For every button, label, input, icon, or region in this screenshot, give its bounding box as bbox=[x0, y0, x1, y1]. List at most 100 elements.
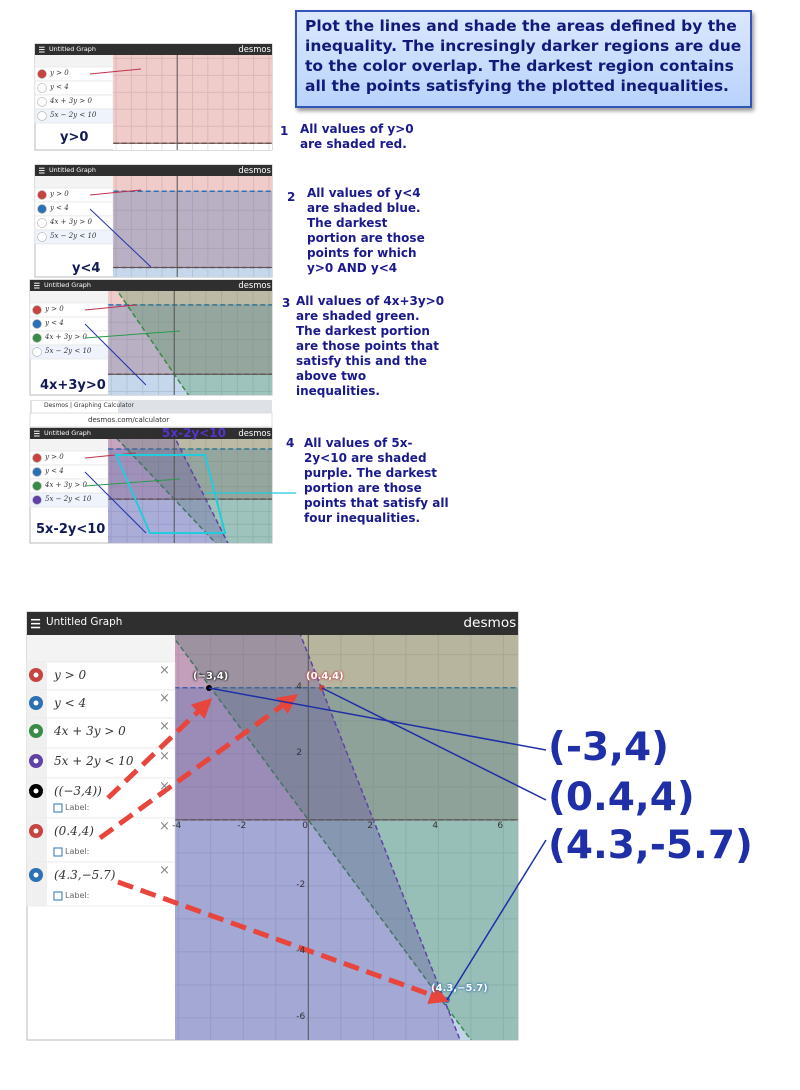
boundary-line bbox=[299, 635, 461, 1040]
step-number: 4 bbox=[286, 436, 295, 450]
app-brand: desmos bbox=[238, 280, 271, 291]
expression: 4x + 3y > 0 bbox=[50, 97, 92, 105]
app-title: Untitled Graph bbox=[46, 616, 123, 629]
step-number: 3 bbox=[282, 296, 291, 310]
row-tab bbox=[27, 778, 47, 818]
expression-row bbox=[34, 108, 114, 124]
shaded-region bbox=[175, 687, 518, 1040]
app-header bbox=[30, 280, 272, 291]
color-icon-center bbox=[33, 672, 39, 678]
annotation-arrow bbox=[84, 471, 147, 534]
boundary-line bbox=[116, 291, 190, 395]
color-icon bbox=[37, 97, 47, 107]
step-caption: 4x+3y>0 bbox=[40, 378, 106, 393]
expression-row bbox=[29, 344, 109, 360]
expression: 4x + 3y > 0 bbox=[45, 333, 87, 341]
x-tick-label: 0 bbox=[302, 820, 309, 831]
menu-icon bbox=[34, 285, 40, 287]
expression: 5x − 2y < 10 bbox=[50, 232, 97, 240]
shaded-region bbox=[113, 176, 272, 268]
expression: (0.4,4) bbox=[54, 824, 94, 838]
expression-row bbox=[34, 229, 114, 245]
color-icon bbox=[32, 305, 42, 315]
menu-icon bbox=[31, 626, 41, 629]
expression: y < 4 bbox=[50, 83, 69, 91]
menu-icon bbox=[34, 287, 40, 289]
expression: 5x − 2y < 10 bbox=[50, 111, 97, 119]
color-icon bbox=[32, 453, 42, 463]
expression: ((−3,4)) bbox=[54, 784, 102, 798]
expression-row bbox=[26, 689, 176, 719]
annotation-arrow bbox=[84, 452, 137, 459]
delete-icon: × bbox=[159, 663, 170, 678]
menu-icon bbox=[39, 46, 45, 48]
color-icon bbox=[32, 333, 42, 343]
annotation-arrow bbox=[84, 478, 181, 487]
graph-area bbox=[113, 176, 272, 277]
shaded-region bbox=[108, 304, 272, 395]
color-icon bbox=[37, 218, 47, 228]
graph-bg bbox=[175, 635, 518, 1040]
expression-row bbox=[29, 492, 109, 508]
menu-icon bbox=[39, 170, 45, 172]
expression: 5x + 2y < 10 bbox=[54, 754, 134, 768]
checkbox bbox=[53, 803, 63, 813]
graph-area bbox=[175, 635, 518, 1040]
point-label: (−3,4) bbox=[193, 671, 229, 682]
label-text: Label: bbox=[65, 891, 90, 900]
toolbar bbox=[30, 291, 108, 303]
delete-icon: × bbox=[159, 749, 170, 764]
menu-icon bbox=[39, 51, 45, 53]
app-title: Untitled Graph bbox=[49, 166, 96, 175]
expression: y < 4 bbox=[54, 696, 87, 710]
delete-icon: × bbox=[159, 779, 170, 794]
y-tick-label: -6 bbox=[296, 1011, 306, 1022]
menu-icon bbox=[31, 618, 41, 621]
x-tick-label: 6 bbox=[497, 820, 504, 831]
delete-icon: × bbox=[159, 819, 170, 834]
label-text: Label: bbox=[65, 803, 90, 812]
annotation-arrow bbox=[117, 879, 450, 1005]
step-text: All values of 5x-2y<10 are shaded purple… bbox=[304, 436, 449, 525]
checkbox bbox=[53, 847, 63, 857]
expression: (4.3,−5.7) bbox=[54, 868, 116, 882]
delete-icon: × bbox=[159, 719, 170, 734]
toolbar bbox=[35, 55, 113, 67]
step-text: All values of y>0 are shaded red. bbox=[300, 122, 414, 151]
expression: 4x + 3y > 0 bbox=[45, 481, 87, 489]
expression: y > 0 bbox=[50, 190, 69, 198]
callout: (0.4,4) bbox=[548, 775, 695, 820]
expression: 5x − 2y < 10 bbox=[45, 347, 92, 355]
boundary-line bbox=[174, 439, 229, 543]
color-icon bbox=[37, 190, 47, 200]
annotation-arrow bbox=[98, 694, 299, 841]
y-tick-label: -4 bbox=[296, 945, 306, 956]
shaded-region bbox=[117, 439, 272, 543]
expression: y > 0 bbox=[50, 69, 69, 77]
expression-row bbox=[26, 817, 176, 863]
y-tick-label: 2 bbox=[296, 747, 303, 758]
menu-icon bbox=[34, 282, 40, 284]
x-tick-label: 2 bbox=[367, 820, 374, 831]
menu-icon bbox=[39, 49, 45, 51]
expression: y < 4 bbox=[45, 467, 64, 475]
expression: y < 4 bbox=[50, 204, 69, 212]
expression: 4x + 3y > 0 bbox=[54, 724, 126, 738]
step-number: 2 bbox=[287, 190, 296, 204]
y-tick-label: 4 bbox=[296, 681, 303, 692]
callout-line bbox=[446, 839, 547, 1001]
x-tick-label: -2 bbox=[237, 820, 247, 831]
toolbar bbox=[35, 176, 113, 188]
menu-icon bbox=[34, 430, 40, 432]
shaded-region bbox=[175, 635, 461, 1040]
annotation-arrow bbox=[84, 330, 181, 339]
color-icon bbox=[37, 204, 47, 214]
toolbar bbox=[30, 439, 108, 451]
color-icon bbox=[37, 232, 47, 242]
toolbar bbox=[27, 635, 175, 662]
delete-icon: × bbox=[159, 691, 170, 706]
boundary-line bbox=[116, 439, 217, 543]
browser-url: desmos.com/calculator bbox=[88, 416, 170, 424]
graph-area bbox=[113, 55, 272, 150]
